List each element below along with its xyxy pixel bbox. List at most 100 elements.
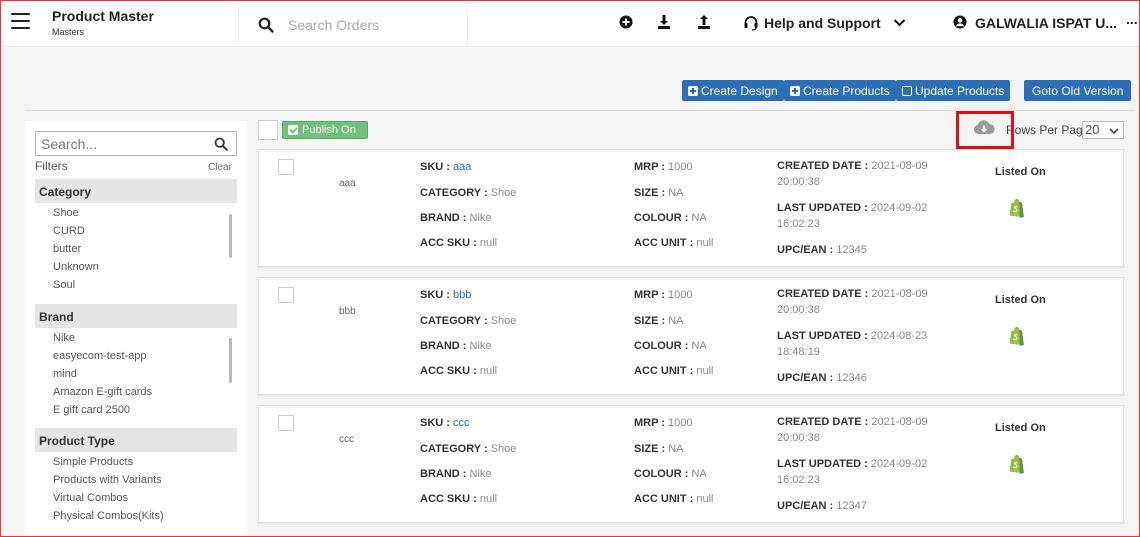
filter-option[interactable]: butter <box>53 243 82 255</box>
listed-on-label: Listed On <box>995 166 1046 178</box>
filter-option[interactable]: Simple Products <box>53 456 134 468</box>
filter-option[interactable]: E gift card 2500 <box>53 404 131 416</box>
brand-value: Nike <box>469 468 492 480</box>
filter-group-product-type: Product Type Simple Products Products wi… <box>35 428 237 524</box>
acc-unit-value: null <box>696 237 714 249</box>
filter-option[interactable]: easyecom-test-app <box>53 350 147 362</box>
rows-per-page-label: Rows Per Page <box>1006 123 1090 137</box>
category-value: Shoe <box>490 443 517 455</box>
create-products-button[interactable]: Create Products <box>784 80 896 101</box>
product-checkbox[interactable] <box>278 159 294 175</box>
filter-option[interactable]: Soul <box>53 279 76 291</box>
filter-group-title: Brand <box>35 304 237 328</box>
filter-option[interactable]: Amazon E-gift cards <box>53 386 153 398</box>
acc-sku-value: null <box>479 237 498 249</box>
acc-sku-value: null <box>479 493 498 505</box>
size-value: NA <box>668 187 684 199</box>
upc-value: 12345 <box>836 244 867 256</box>
download-icon[interactable] <box>657 15 671 29</box>
filter-option[interactable]: Nike <box>53 332 76 344</box>
account-name[interactable]: GALWALIA ISPAT U... <box>975 15 1118 31</box>
plus-square-icon <box>790 85 800 96</box>
goto-old-version-button[interactable]: Goto Old Version <box>1024 80 1132 101</box>
colour-value: NA <box>691 340 707 352</box>
product-checkbox[interactable] <box>278 287 294 303</box>
filter-sidebar: Filters Clear Category Shoe CURD butter … <box>25 121 247 537</box>
filter-group-category: Category Shoe CURD butter Unknown Soul <box>35 179 237 293</box>
chevron-down-icon[interactable] <box>893 16 906 29</box>
brand-value: Nike <box>469 212 492 224</box>
created-date-value: 2021-08-09 20:00:38 <box>777 416 928 444</box>
header-divider <box>238 0 239 46</box>
category-value: Shoe <box>490 187 517 199</box>
product-thumbnail: bbb <box>339 306 356 317</box>
check-icon <box>288 125 298 135</box>
help-support-label[interactable]: Help and Support <box>764 15 881 31</box>
shopify-icon[interactable] <box>1008 198 1026 218</box>
filter-option[interactable]: mind <box>53 368 77 380</box>
product-card[interactable]: ccc SKU : ccc CATEGORY : Shoe BRAND : Ni… <box>258 405 1124 523</box>
filter-option[interactable]: Shoe <box>53 207 79 219</box>
filter-search-input[interactable] <box>35 131 237 156</box>
product-thumbnail: ccc <box>339 434 354 445</box>
update-products-button[interactable]: Update Products <box>896 80 1011 101</box>
product-checkbox[interactable] <box>278 415 294 431</box>
filter-group-title: Category <box>35 179 237 203</box>
created-date-value: 2021-08-09 20:00:38 <box>777 160 928 188</box>
scrollbar[interactable] <box>229 214 232 258</box>
size-value: NA <box>668 443 684 455</box>
listed-on-label: Listed On <box>995 294 1046 306</box>
sku-link[interactable]: bbb <box>453 289 472 301</box>
brand-value: Nike <box>469 340 492 352</box>
shopify-icon[interactable] <box>1008 326 1026 346</box>
create-design-button[interactable]: Create Design <box>682 80 784 101</box>
filter-option[interactable]: Unknown <box>53 261 99 273</box>
mrp-value: 1000 <box>668 289 693 301</box>
shopify-icon[interactable] <box>1008 454 1026 474</box>
plus-circle-icon[interactable] <box>619 15 633 29</box>
upc-value: 12346 <box>836 372 867 384</box>
upc-value: 12347 <box>836 500 867 512</box>
product-card[interactable]: aaa SKU : aaa CATEGORY : Shoe BRAND : Ni… <box>258 149 1124 267</box>
divider <box>25 110 1135 111</box>
colour-value: NA <box>691 468 707 480</box>
mrp-value: 1000 <box>668 161 693 173</box>
acc-unit-value: null <box>696 365 714 377</box>
filter-group-title: Product Type <box>35 428 237 452</box>
product-card[interactable]: bbb SKU : bbb CATEGORY : Shoe BRAND : Ni… <box>258 277 1124 395</box>
filter-option[interactable]: Physical Combos(Kits) <box>53 510 164 522</box>
last-updated-value: 2024-08-23 18:48:19 <box>777 330 928 358</box>
headset-icon[interactable] <box>743 15 759 31</box>
listed-on-label: Listed On <box>995 422 1046 434</box>
top-bar: Product Master Masters Help and Support … <box>0 0 1140 47</box>
highlight-box <box>956 111 1014 149</box>
search-icon[interactable] <box>214 137 228 151</box>
menu-icon[interactable] <box>11 13 30 29</box>
page-title: Product Master <box>52 8 154 24</box>
search-orders-input[interactable] <box>288 14 458 36</box>
filter-option[interactable]: CURD <box>53 225 85 237</box>
rows-per-page-select[interactable]: 20 <box>1082 121 1124 139</box>
filter-option[interactable]: Products with Variants <box>53 474 162 486</box>
filter-option[interactable]: Virtual Combos <box>53 492 128 504</box>
last-updated-value: 2024-09-02 16:02:23 <box>777 202 928 230</box>
filters-label: Filters <box>35 159 68 173</box>
cloud-download-icon[interactable] <box>973 119 995 137</box>
more-options[interactable]: ... <box>1126 11 1138 27</box>
acc-unit-value: null <box>696 493 714 505</box>
colour-value: NA <box>691 212 707 224</box>
chevron-down-icon <box>1109 128 1119 135</box>
filter-group-brand: Brand Nike easyecom-test-app mind Amazon… <box>35 304 237 418</box>
scrollbar[interactable] <box>229 338 232 383</box>
sku-link[interactable]: ccc <box>453 417 470 429</box>
search-icon[interactable] <box>258 17 274 33</box>
publish-on-button[interactable]: Publish On <box>282 121 368 139</box>
breadcrumb: Masters <box>52 27 85 37</box>
upload-icon[interactable] <box>697 15 711 29</box>
sku-link[interactable]: aaa <box>453 161 472 173</box>
plus-square-icon <box>688 85 698 96</box>
last-updated-value: 2024-09-02 16:02:23 <box>777 458 928 486</box>
clear-filters-link[interactable]: Clear <box>208 162 232 173</box>
main-content: Create Design Create Products Update Pro… <box>0 47 1140 537</box>
select-all-checkbox[interactable] <box>258 120 278 140</box>
